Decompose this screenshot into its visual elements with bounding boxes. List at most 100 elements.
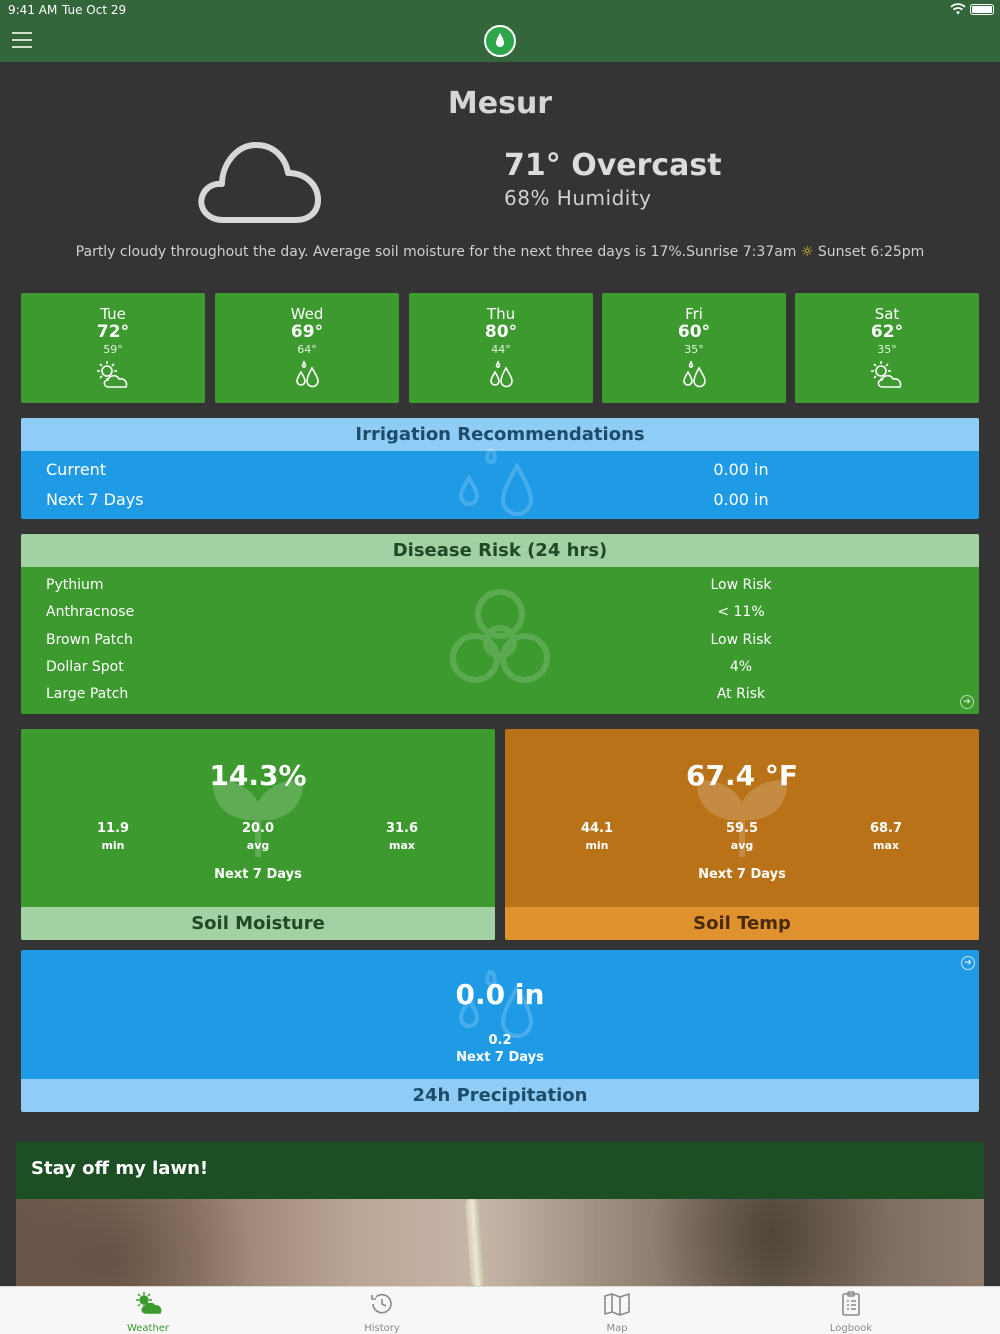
soil-moisture-period: Next 7 Days [214,867,302,882]
article-image [16,1199,984,1286]
article-card[interactable]: Stay off my lawn! [16,1142,984,1286]
tab-map[interactable]: Map [557,1287,677,1334]
forecast-low: 59° [103,343,123,356]
soil-temp-min: 44.1 min [557,821,637,852]
tab-label: Weather [126,1323,170,1334]
forecast-day-name: Sat [874,305,900,323]
irrigation-title: Irrigation Recommendations [21,418,979,451]
soil-moisture-value: 14.3% [209,759,307,792]
rain-drops-icon [683,360,706,388]
status-date: Tue Oct 29 [62,3,127,17]
rain-drops-icon [490,360,513,388]
water-drops-icon [458,448,534,516]
forecast-low: 35° [684,343,704,356]
stat-label: max [389,839,415,852]
stat-label: min [101,839,125,852]
stat-label: avg [730,839,754,852]
forecast-day-card[interactable]: Sat 62° 35° [795,293,979,403]
biohazard-icon [450,589,550,683]
tab-label: Map [606,1323,628,1334]
logbook-icon [842,1291,860,1316]
precipitation-period: Next 7 Days [456,1050,544,1065]
precipitation-details-arrow-icon[interactable]: ➔ [961,956,975,970]
disease-row-value: Low Risk [710,632,772,648]
tab-label: Logbook [829,1323,873,1334]
tab-bar: Weather History Map Logbook [0,1286,1000,1334]
sunset-text: Sunset 6:25pm [817,244,925,260]
stat-value: 59.5 [725,821,759,836]
stat-label: max [873,839,899,852]
soil-temp-period: Next 7 Days [698,867,786,882]
wifi-icon [950,3,966,15]
forecast-day-name: Tue [100,305,126,323]
disease-row-value: < 11% [717,604,765,620]
stat-value: 31.6 [385,821,419,836]
disease-row-label: Anthracnose [46,604,135,620]
forecast-day-name: Fri [685,305,703,323]
forecast-high: 69° [290,322,324,342]
forecast-day-card[interactable]: Thu 80° 44° [409,293,593,403]
cloud-icon [198,142,321,223]
disease-row-label: Dollar Spot [46,659,124,675]
irrigation-row-value: 0.00 in [713,490,769,509]
disease-details-arrow-icon[interactable]: ➔ [960,695,974,709]
weather-summary: Partly cloudy throughout the day. Averag… [0,244,1000,260]
forecast-high: 72° [96,322,130,342]
stat-value: 68.7 [869,821,903,836]
status-time: 9:41 AM [8,3,58,17]
irrigation-row-label: Current [46,460,107,479]
sun-icon: ☼ [800,244,814,260]
irrigation-row-value: 0.00 in [713,460,769,479]
soil-temp-title: Soil Temp [505,907,979,940]
soil-temp-avg: 59.5 avg [702,821,782,852]
irrigation-card[interactable]: Irrigation Recommendations Current 0.00 … [21,418,979,519]
top-bar: 9:41 AM Tue Oct 29 [0,0,1000,62]
tab-weather[interactable]: Weather [88,1287,208,1334]
forecast-day-card[interactable]: Fri 60° 35° [602,293,786,403]
forecast-low: 35° [877,343,897,356]
app-logo-drop-icon[interactable] [484,25,516,57]
current-humidity: 68% Humidity [504,186,652,210]
soil-moisture-card[interactable]: 14.3% 11.9 min 20.0 avg 31.6 max Next 7 … [21,729,495,940]
stat-value: 44.1 [580,821,614,836]
soil-moisture-min: 11.9 min [73,821,153,852]
precipitation-title: 24h Precipitation [21,1079,979,1112]
forecast-day-name: Thu [486,305,516,323]
disease-risk-card[interactable]: Disease Risk (24 hrs) Pythium Low Risk A… [21,534,979,714]
disease-row-value: At Risk [716,686,766,702]
disease-row-label: Large Patch [46,686,129,702]
stat-value: 20.0 [241,821,275,836]
soil-moisture-title: Soil Moisture [21,907,495,940]
tab-history[interactable]: History [322,1287,442,1334]
disease-row-label: Brown Patch [46,632,133,648]
stat-value: 11.9 [96,821,130,836]
precipitation-card[interactable]: ➔ 0.0 in 0.2 Next 7 Days 24h Precipitati… [21,950,979,1112]
tab-label: History [364,1323,400,1334]
sprout-stem-image [464,1199,486,1286]
forecast-low: 44° [491,343,511,356]
location-title: Mesur [447,86,553,121]
precipitation-value: 0.0 in [455,978,545,1011]
sprout-icon [696,779,788,857]
disease-row-label: Pythium [46,577,104,593]
history-icon [371,1293,392,1314]
soil-moisture-max: 31.6 max [362,821,442,852]
disease-risk-title: Disease Risk (24 hrs) [21,534,979,567]
sprout-icon [212,779,304,857]
soil-moisture-avg: 20.0 avg [218,821,298,852]
battery-icon [970,4,994,15]
forecast-day-card[interactable]: Wed 69° 64° [215,293,399,403]
forecast-high: 60° [677,322,711,342]
hamburger-menu-button[interactable] [12,32,32,50]
partly-sunny-icon [97,361,128,388]
soil-temp-max: 68.7 max [846,821,926,852]
forecast-day-name: Wed [290,305,324,323]
forecast-day-card[interactable]: Tue 72° 59° [21,293,205,403]
soil-temp-card[interactable]: 67.4 °F 44.1 min 59.5 avg 68.7 max Next … [505,729,979,940]
precipitation-next-value: 0.2 [488,1033,512,1048]
irrigation-row-label: Next 7 Days [46,490,144,509]
forecast-low: 64° [297,343,317,356]
tab-logbook[interactable]: Logbook [791,1287,911,1334]
soil-temp-value: 67.4 °F [686,759,798,792]
forecast-high: 62° [870,322,904,342]
